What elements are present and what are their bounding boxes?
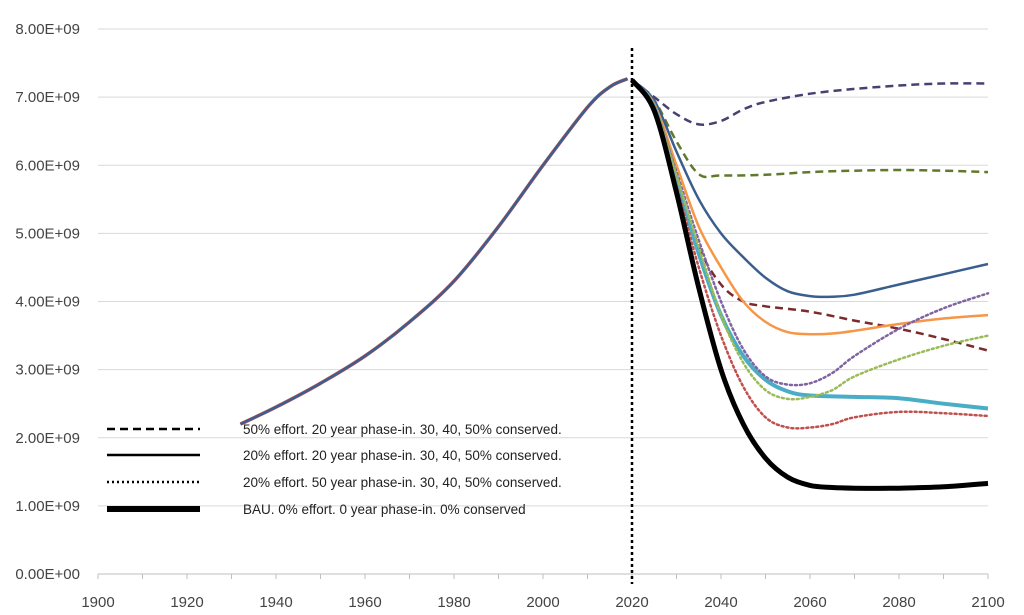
x-tick-label: 1980 <box>437 594 470 611</box>
y-tick-label: 6.00E+09 <box>15 157 80 174</box>
series-lines <box>239 77 990 491</box>
y-tick-label: 7.00E+09 <box>15 89 80 106</box>
legend-label: 20% effort. 20 year phase-in. 30, 40, 50… <box>243 448 562 463</box>
series-line-dotted <box>630 78 990 401</box>
axes: 0.00E+00 1.00E+09 2.00E+09 3.00E+09 4.00E+09… <box>15 21 1004 611</box>
series-line-solid <box>630 78 989 411</box>
y-tick-label: 1.00E+09 <box>15 498 80 515</box>
x-tick-label: 2080 <box>882 594 915 611</box>
x-tick-label: 2000 <box>526 594 559 611</box>
x-tick-label: 2040 <box>704 594 737 611</box>
x-tick-label: 2060 <box>793 594 826 611</box>
series-line-solid <box>631 79 989 336</box>
y-tick-label: 3.00E+09 <box>15 362 80 379</box>
x-tick-label: 2100 <box>971 594 1004 611</box>
y-tick-label: 0.00E+00 <box>15 566 80 583</box>
legend-label: 20% effort. 50 year phase-in. 30, 40, 50… <box>243 475 562 490</box>
legend-label: 50% effort. 20 year phase-in. 30, 40, 50… <box>243 422 562 437</box>
series-line-dashed <box>631 79 989 126</box>
x-tick-label: 2020 <box>615 594 648 611</box>
historical-line <box>239 77 629 426</box>
legend-label: BAU. 0% effort. 0 year phase-in. 0% cons… <box>243 502 526 517</box>
y-tick-label: 5.00E+09 <box>15 225 80 242</box>
x-tick-label: 1960 <box>348 594 381 611</box>
series-line-dotted <box>630 78 990 430</box>
y-tick-label: 8.00E+09 <box>15 21 80 38</box>
x-tick-label: 1900 <box>81 594 114 611</box>
y-tick-label: 4.00E+09 <box>15 294 80 311</box>
series-line-dashed <box>631 79 989 179</box>
legend: 50% effort. 20 year phase-in. 30, 40, 50… <box>107 422 562 517</box>
gridlines <box>98 28 988 575</box>
x-tick-label: 1940 <box>259 594 292 611</box>
y-tick-label: 2.00E+09 <box>15 430 80 447</box>
x-tick-label: 1920 <box>170 594 203 611</box>
series-line-thick <box>629 78 989 491</box>
series-line-solid <box>631 79 989 299</box>
